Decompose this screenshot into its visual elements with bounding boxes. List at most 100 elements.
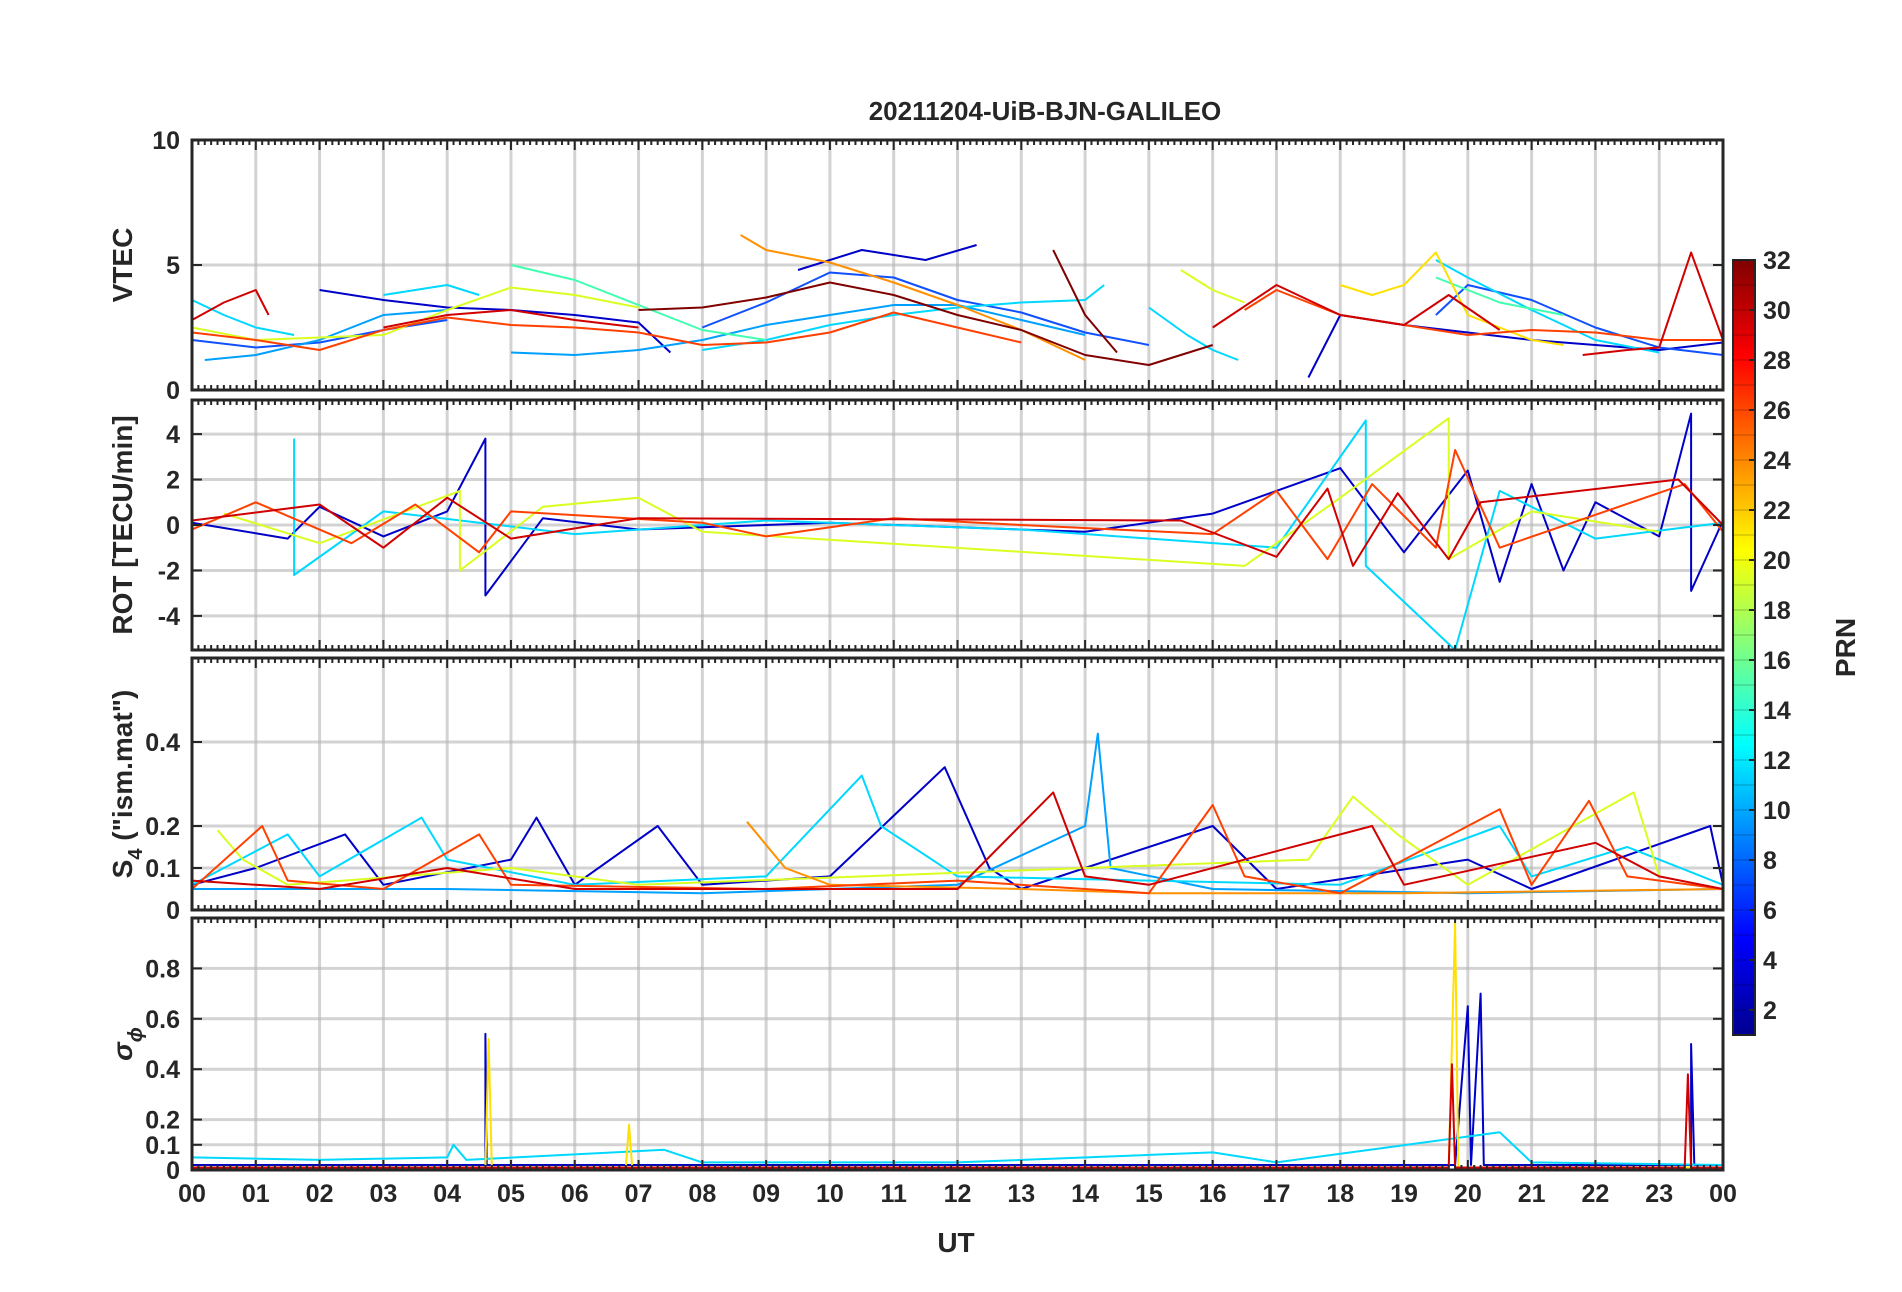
x-tick-label: 22: [1582, 1180, 1610, 1208]
y-label-main: S: [107, 860, 138, 879]
trace-prn-26: [192, 449, 1723, 561]
trace-prn-9: [204, 309, 448, 361]
trace-prn-2: [192, 992, 1723, 1166]
x-axis-label: UT: [937, 1227, 974, 1258]
colorbar-tick-label: 2: [1763, 997, 1777, 1025]
colorbar-tick-label: 32: [1763, 247, 1791, 275]
x-tick-label: 00: [1709, 1180, 1737, 1208]
y-tick-label: 5: [166, 252, 180, 280]
x-tick-label: 01: [242, 1180, 270, 1208]
chart-title: 20211204-UiB-BJN-GALILEO: [869, 96, 1222, 126]
trace-prn-2: [1307, 314, 1723, 378]
trace-prn-19: [192, 286, 639, 341]
trace-prn-30: [192, 791, 1723, 890]
x-tick-label: 15: [1135, 1180, 1163, 1208]
y-tick-label: 2: [166, 467, 180, 495]
y-tick-label: 0: [166, 377, 180, 405]
x-tick-label: 10: [816, 1180, 844, 1208]
x-tick-label: 16: [1199, 1180, 1227, 1208]
trace-prn-5: [1435, 284, 1723, 356]
trace-prn-23: [740, 234, 1086, 361]
x-tick-label: 23: [1645, 1180, 1673, 1208]
panel-s4: 00.10.20.4S4 ("ism.mat"): [107, 656, 1725, 925]
y-axis-label: S4 ("ism.mat"): [107, 690, 147, 879]
traces-s4: [192, 732, 1723, 895]
colorbar-tick-label: 24: [1763, 447, 1791, 475]
trace-prn-19: [216, 791, 1661, 886]
trace-prn-15: [510, 264, 767, 341]
y-tick-label: 0.4: [145, 729, 180, 757]
colorbar-tick-label: 8: [1763, 847, 1777, 875]
x-tick-label: 08: [688, 1180, 716, 1208]
trace-prn-12: [192, 774, 1723, 886]
trace-prn-2: [319, 289, 672, 354]
y-tick-label: -4: [158, 603, 180, 631]
colorbar-tick-label: 30: [1763, 297, 1791, 325]
x-tick-label: 06: [561, 1180, 589, 1208]
trace-prn-30: [1582, 251, 1723, 356]
colorbar-tick-label: 4: [1763, 947, 1777, 975]
y-tick-label: 0.8: [145, 955, 180, 983]
trace-prn-15: [1435, 276, 1564, 316]
x-tick-label: 07: [625, 1180, 653, 1208]
trace-prn-19: [1180, 269, 1245, 304]
y-tick-label: 0.1: [145, 855, 180, 883]
y-label-rest: ("ism.mat"): [107, 690, 138, 849]
y-label-main: σ: [107, 1041, 138, 1061]
y-tick-label: 0.2: [145, 813, 180, 841]
colorbar-tick-label: 12: [1763, 747, 1791, 775]
x-tick-label: 13: [1007, 1180, 1035, 1208]
trace-prn-12: [702, 284, 1105, 351]
x-tick-label: 05: [497, 1180, 525, 1208]
x-tick-label: 18: [1326, 1180, 1354, 1208]
y-tick-label: 0: [166, 897, 180, 925]
trace-prn-30: [192, 478, 1723, 567]
colorbar-tick-label: 22: [1763, 497, 1791, 525]
colorbar-gradient: [1732, 259, 1756, 1036]
colorbar-tick-label: 18: [1763, 597, 1791, 625]
colorbar-tick-label: 10: [1763, 797, 1791, 825]
x-tick-label: 11: [880, 1180, 907, 1208]
x-tick-label: 14: [1071, 1180, 1099, 1208]
y-label-subscript: 4: [125, 848, 147, 860]
traces-rot: [192, 412, 1723, 650]
panel-rot: -4 -2 0 2 4 ROT [TECU/min]: [107, 398, 1725, 652]
y-tick-label: 0.2: [145, 1107, 180, 1135]
y-tick-label: -2: [158, 557, 180, 585]
trace-prn-23: [746, 821, 1723, 895]
x-tick-label: 04: [433, 1180, 461, 1208]
y-tick-label: 0.4: [145, 1056, 180, 1084]
panel-vtec: 0 5 10 VTEC: [107, 127, 1725, 405]
trace-prn-12: [1435, 259, 1660, 354]
trace-prn-12: [293, 419, 1723, 650]
x-tick-label: 21: [1518, 1180, 1546, 1208]
trace-prn-30: [1212, 284, 1501, 331]
y-tick-label: 0.1: [145, 1132, 180, 1160]
trace-prn-12: [383, 284, 480, 296]
trace-prn-32: [638, 281, 1213, 366]
colorbar-tick-label: 20: [1763, 547, 1791, 575]
trace-prn-19: [223, 417, 1660, 572]
y-tick-label: 0: [166, 512, 180, 540]
x-tick-label: 12: [944, 1180, 972, 1208]
y-tick-label: 0.6: [145, 1006, 180, 1034]
colorbar-tick-label: 16: [1763, 647, 1791, 675]
trace-prn-21: [192, 922, 1723, 1169]
colorbar-tick-label: 6: [1763, 897, 1777, 925]
x-tick-label: 03: [369, 1180, 397, 1208]
colorbar-tick-label: 14: [1763, 697, 1791, 725]
colorbar-tick-label: 26: [1763, 397, 1791, 425]
trace-prn-30: [192, 289, 270, 321]
colorbar-label: PRN: [1830, 618, 1861, 677]
trace-prn-12: [192, 299, 295, 336]
y-axis-label: ROT [TECU/min]: [107, 415, 138, 634]
traces-vtec: [192, 234, 1723, 378]
trace-prn-26: [192, 311, 1022, 351]
trace-prn-2: [192, 766, 1723, 890]
y-tick-label: 0: [166, 1157, 180, 1185]
trace-prn-2: [797, 244, 977, 271]
trace-prn-2: [192, 412, 1723, 597]
